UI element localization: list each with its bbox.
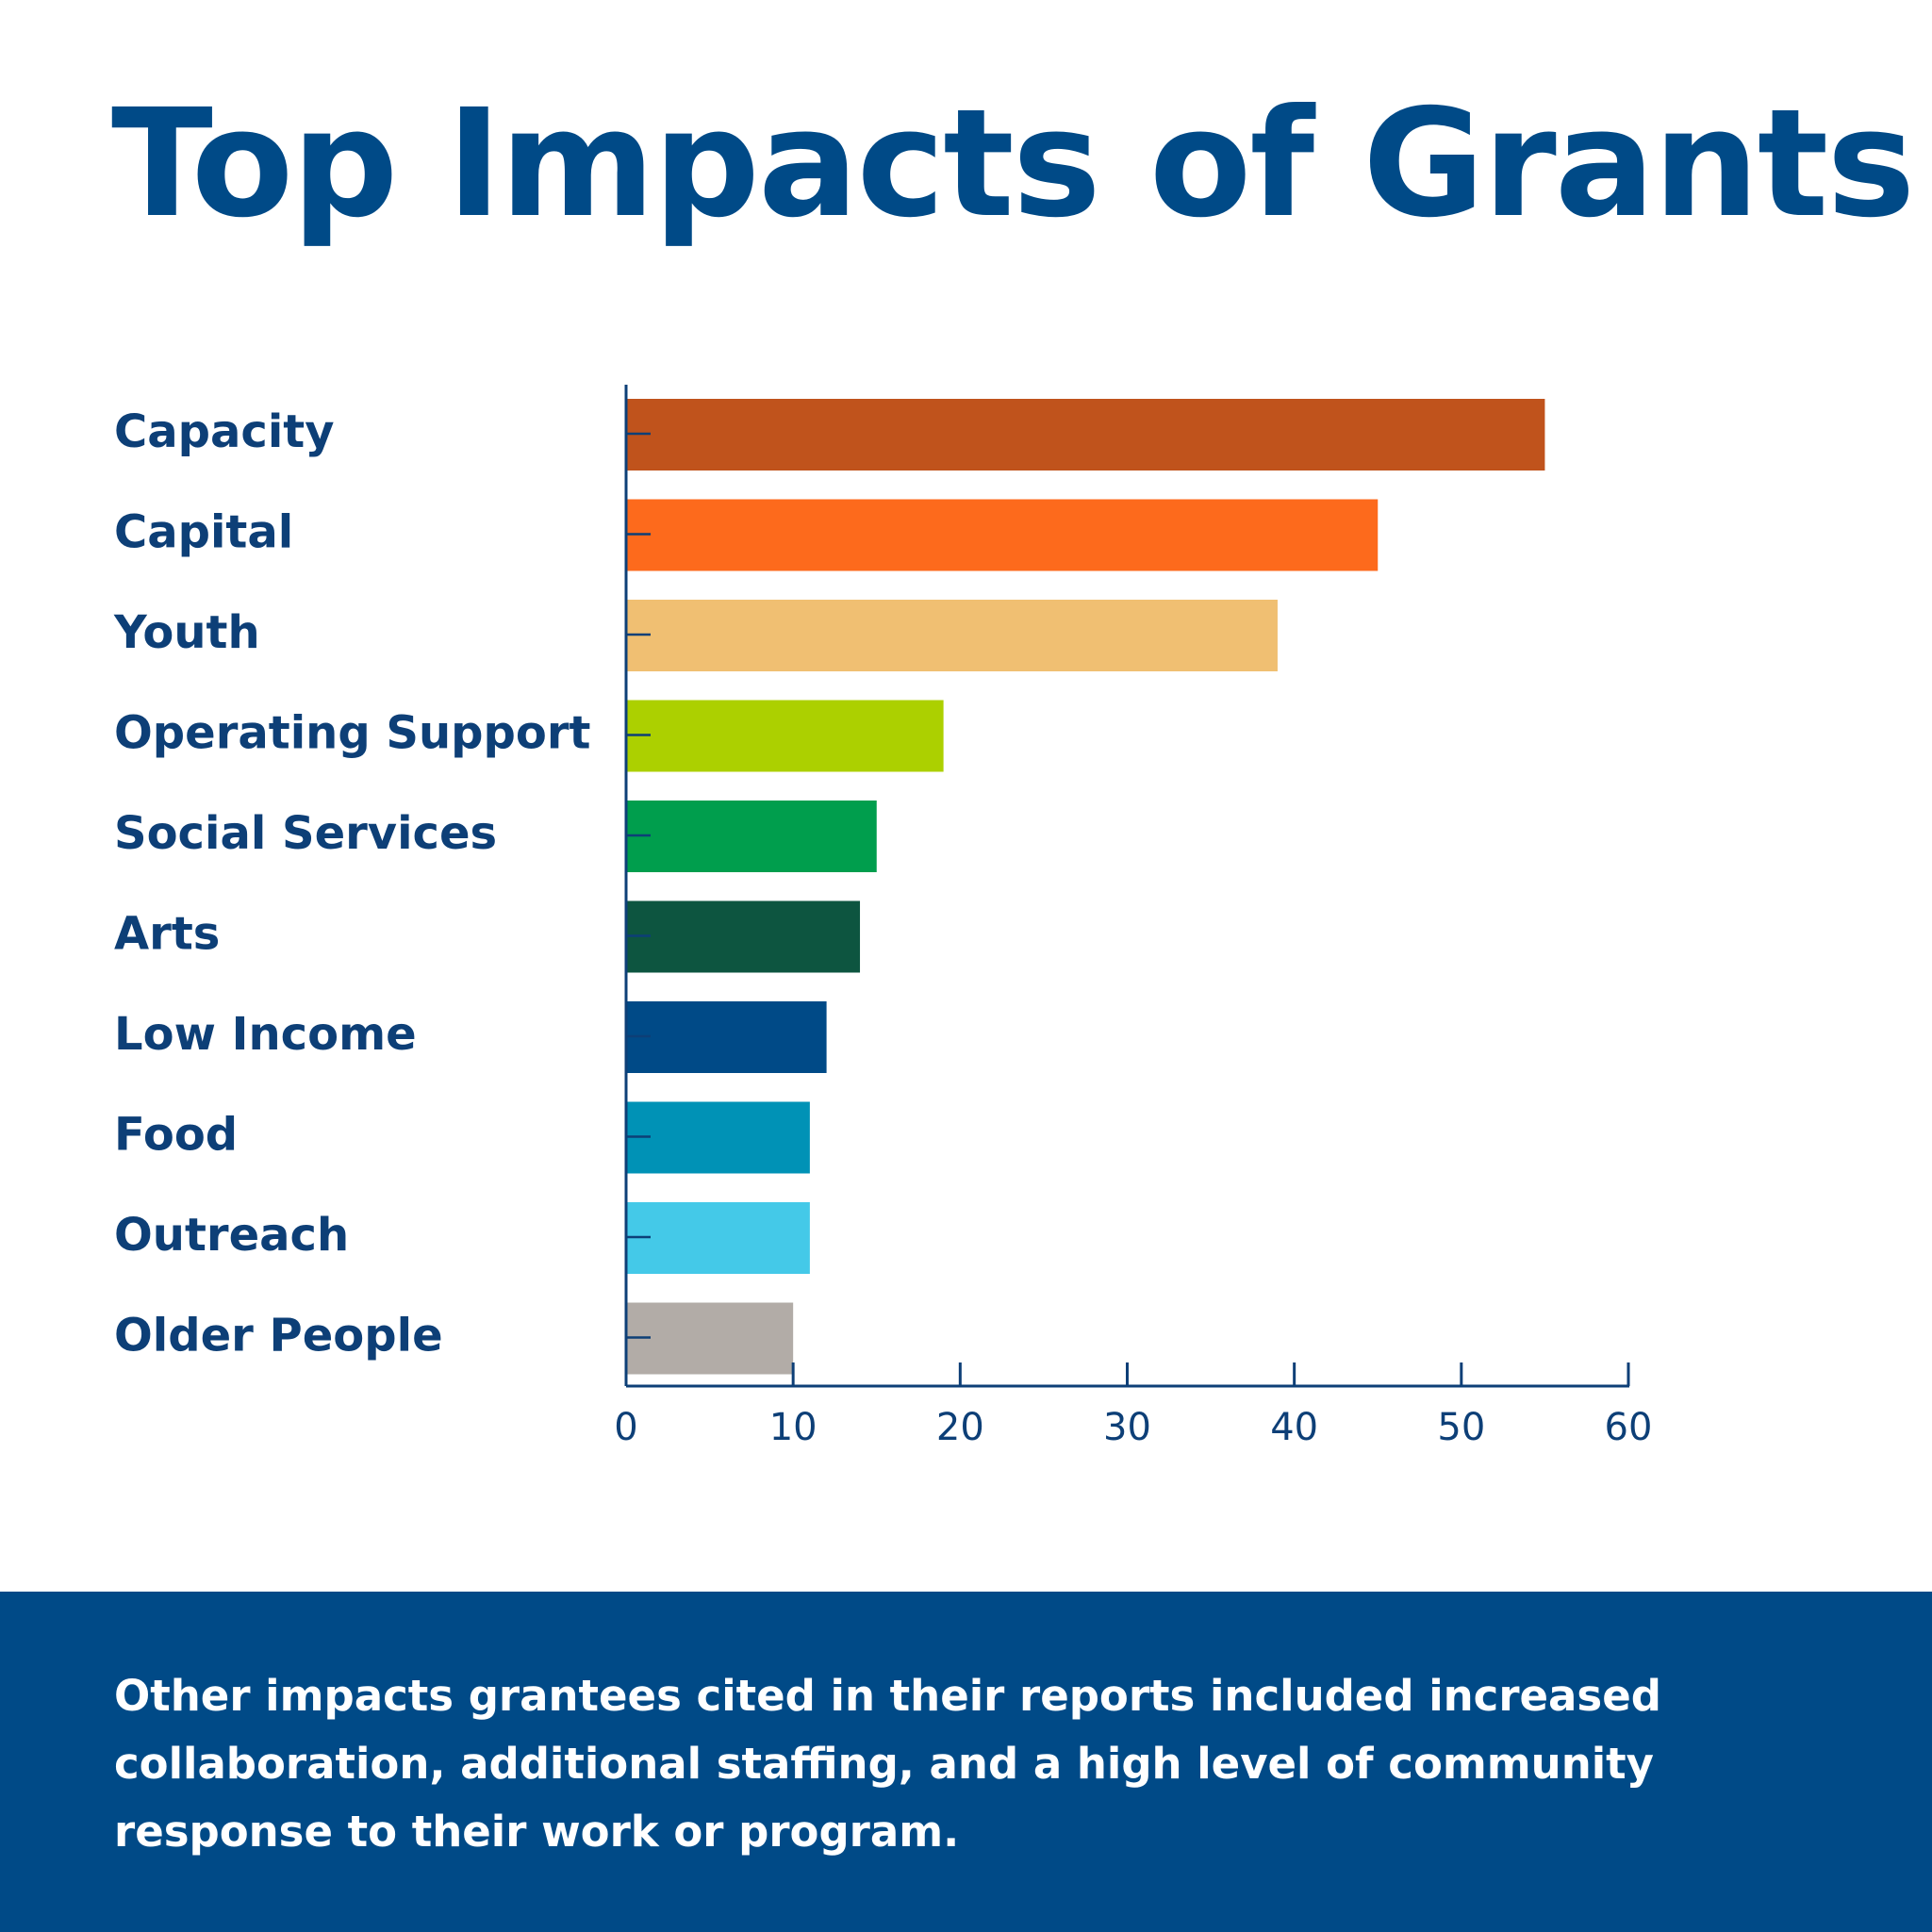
category-label: Youth [113,606,260,659]
bar-operating-support [626,700,944,772]
footer-banner: Other impacts grantees cited in their re… [0,1592,1932,1932]
x-tick-label: 50 [1437,1406,1485,1449]
category-label: Capacity [114,405,335,458]
bar-outreach [626,1202,810,1274]
x-tick-label: 10 [769,1406,817,1449]
category-label: Older People [114,1310,443,1362]
footer-text: Other impacts grantees cited in their re… [114,1662,1868,1866]
x-tick-label: 60 [1605,1406,1653,1449]
bar-youth [626,600,1278,671]
category-label: Low Income [114,1008,417,1061]
bar-food [626,1101,810,1174]
footer-line: response to their work or program. [114,1807,960,1857]
category-label: Food [114,1109,238,1162]
bar-arts [626,900,861,973]
bar-capital [626,499,1379,571]
x-tick-label: 20 [936,1406,984,1449]
footer-line: collaboration, additional staffing, and … [114,1739,1655,1789]
category-label: Arts [114,908,220,961]
bar-low-income [626,1001,827,1073]
footer-line: Other impacts grantees cited in their re… [114,1671,1661,1721]
category-label: Social Services [114,807,497,860]
category-label: Outreach [114,1209,349,1262]
x-tick-label: 40 [1270,1406,1318,1449]
chart-title: Top Impacts of Grants [111,77,1915,251]
x-tick-label: 30 [1103,1406,1151,1449]
category-label: Operating Support [114,707,590,760]
category-label: Capital [114,506,293,559]
bar-chart: Capacity Capital Youth Operating Support Soc… [113,385,1653,1449]
bar-social-services [626,801,877,872]
x-tick-label: 0 [614,1406,637,1449]
bar-capacity [626,399,1545,471]
bar-older-people [626,1302,794,1375]
